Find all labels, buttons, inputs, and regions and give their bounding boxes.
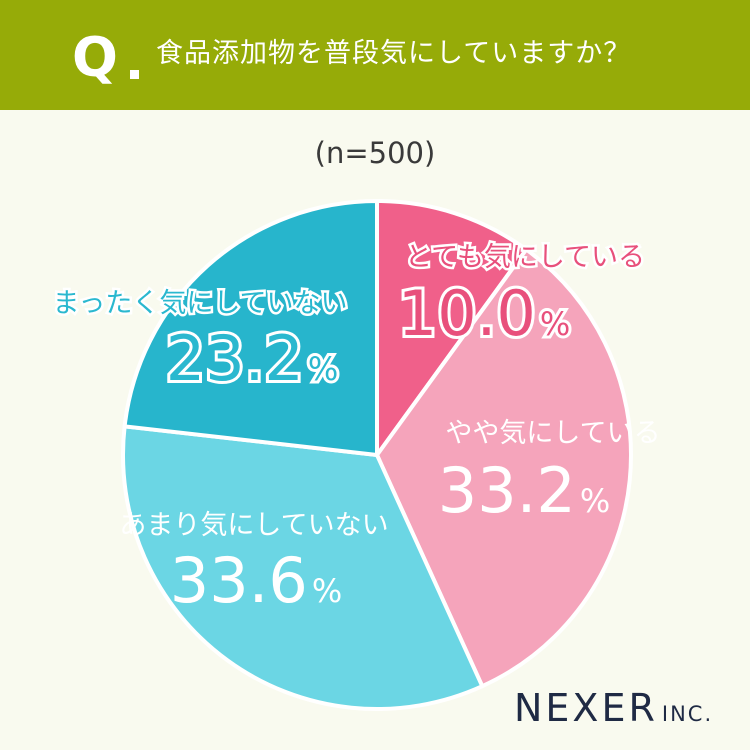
slice-label-2: やや気にしている: [445, 418, 660, 449]
pie-slice-1: [375, 199, 529, 457]
q-mark: Q: [72, 26, 118, 89]
slice-value-4: 23.2%: [166, 322, 338, 395]
sample-size: (n=500): [314, 136, 436, 170]
slice-value-1: 10.0%: [398, 277, 570, 350]
slice-label-3: あまり気にしていない: [119, 510, 388, 541]
brand-name: NEXER: [514, 686, 658, 730]
slice-label-4: まったく気にしていない: [52, 288, 347, 319]
slice-label-1: とても気にしている: [405, 242, 645, 273]
pie-slice-2: [375, 247, 634, 689]
brand-suffix: INC.: [661, 702, 714, 726]
slice-value-3: 33.6%: [170, 544, 342, 617]
pie-slice-4: [122, 199, 379, 457]
pie-slice-3: [121, 424, 485, 711]
slice-value-2: 33.2%: [438, 454, 610, 527]
q-dot: [130, 70, 139, 79]
question-text: 食品添加物を普段気にしていますか？: [156, 38, 632, 69]
header-bar: Q 食品添加物を普段気にしていますか？: [0, 0, 750, 110]
brand-logo: NEXER INC.: [514, 686, 713, 730]
